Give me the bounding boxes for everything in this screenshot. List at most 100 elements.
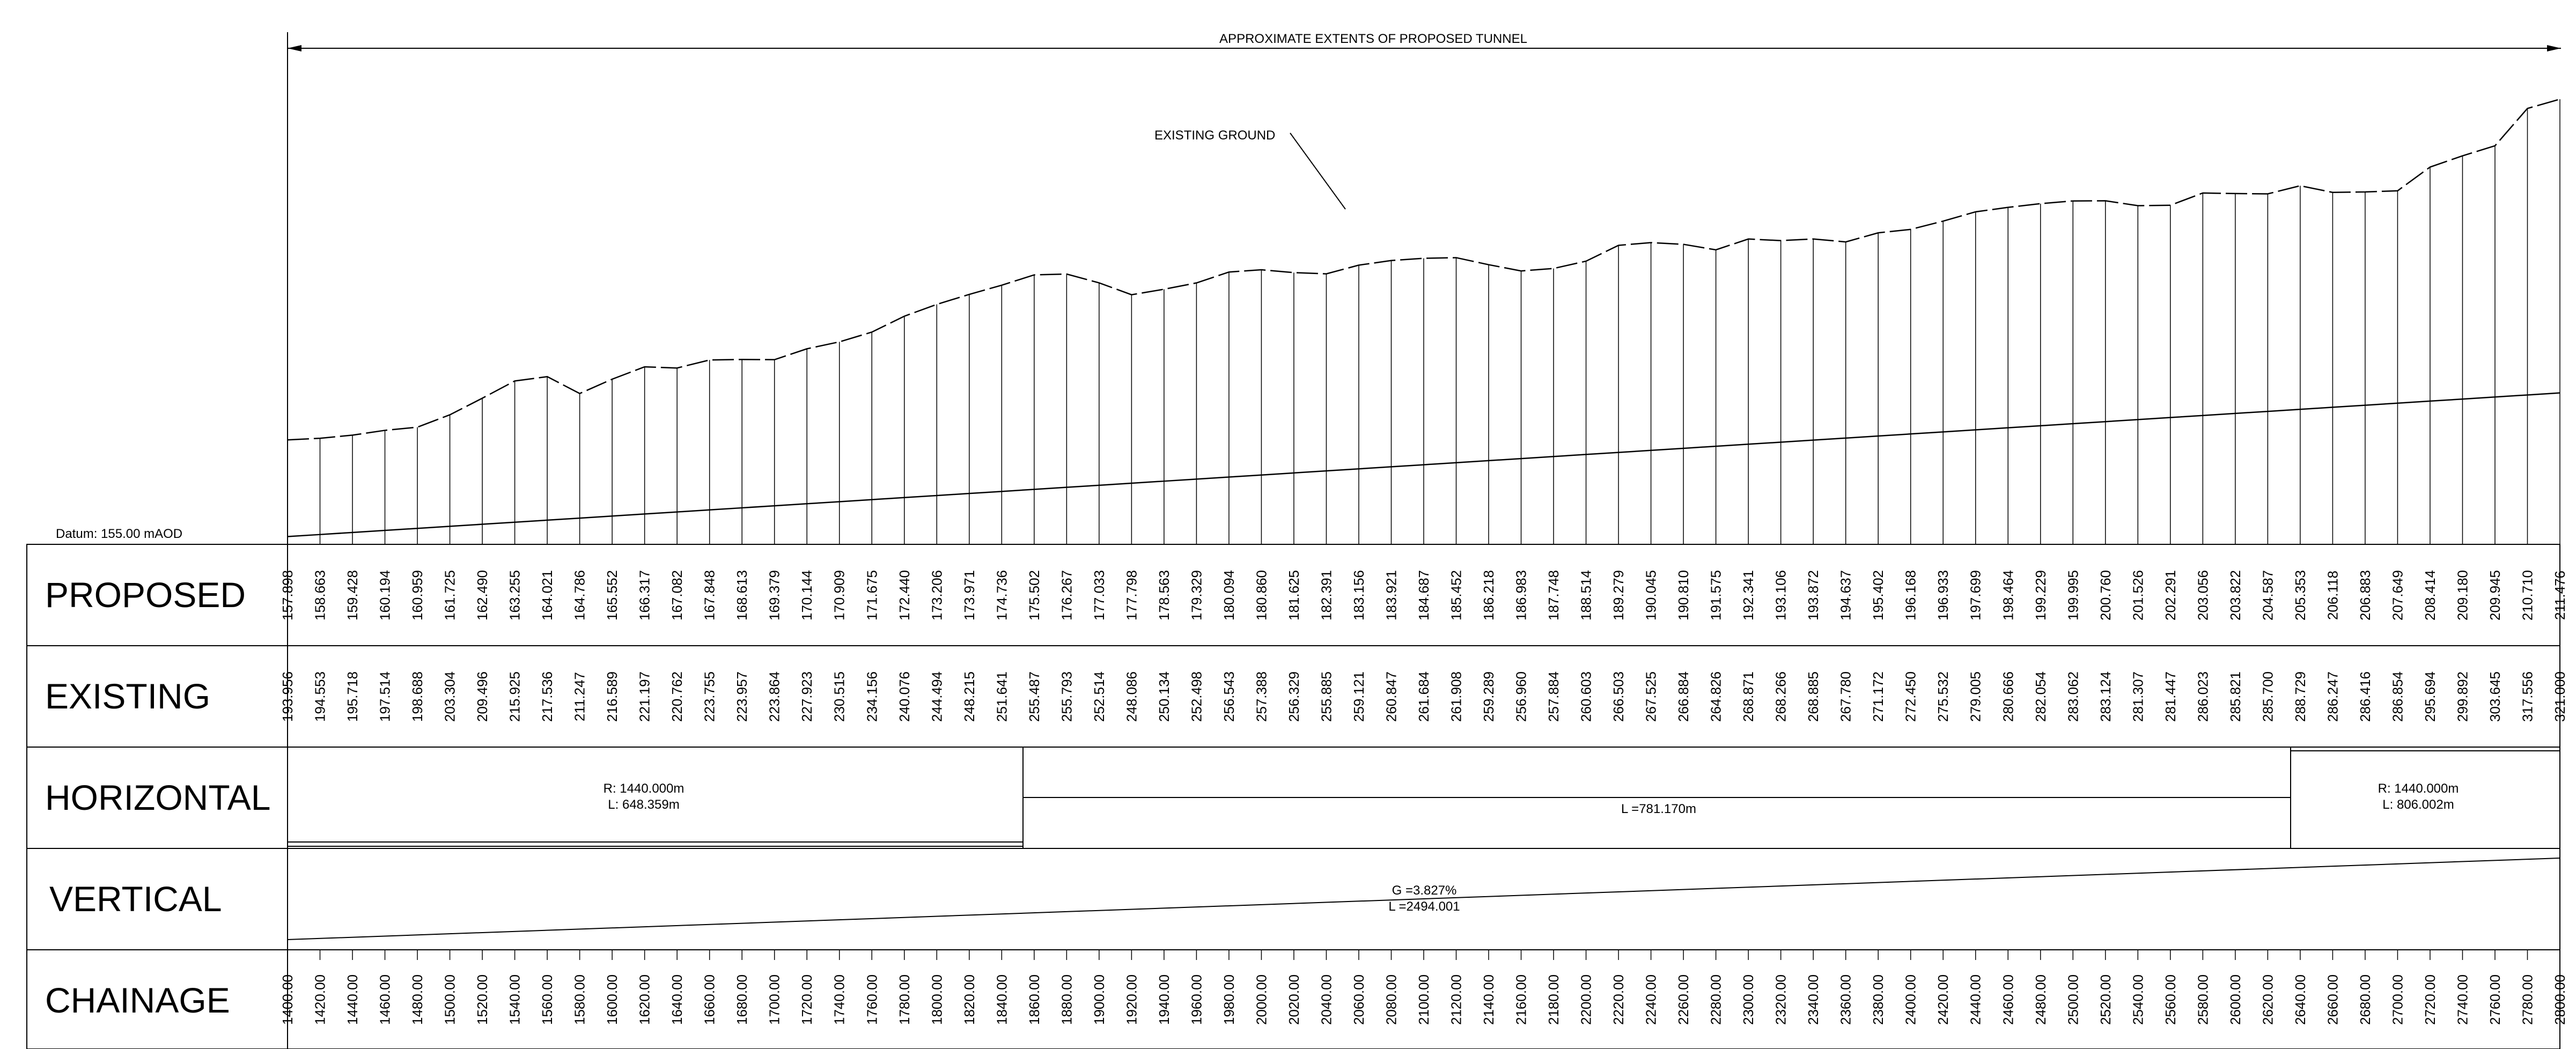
proposed-level-label: 207.649 [2389, 570, 2405, 620]
proposed-level-label: 163.255 [507, 570, 523, 620]
h-seg1-length: L: 648.359m [608, 797, 679, 812]
existing-level-label: 321.000 [2552, 671, 2568, 722]
profile-table: PROPOSED EXISTING HORIZONTAL VERTICAL CH… [26, 544, 2560, 1049]
proposed-level-label: 192.341 [1740, 570, 1756, 620]
proposed-level-label: 164.021 [539, 570, 555, 620]
proposed-level-label: 189.279 [1610, 570, 1626, 620]
chainage-label: 1540.00 [507, 974, 523, 1025]
proposed-level-label: 179.329 [1188, 570, 1204, 620]
existing-level-label: 286.416 [2357, 671, 2373, 722]
chainage-label: 2720.00 [2422, 974, 2438, 1025]
proposed-level-label: 190.810 [1675, 570, 1691, 620]
existing-level-label: 295.694 [2422, 671, 2438, 722]
proposed-level-label: 184.687 [1416, 570, 1432, 620]
existing-level-label: 194.553 [312, 671, 328, 722]
existing-level-label: 240.076 [896, 671, 912, 722]
existing-level-label: 260.847 [1383, 671, 1399, 722]
chainage-label: 2000.00 [1253, 974, 1269, 1025]
existing-level-label: 272.450 [1903, 671, 1919, 722]
existing-level-label: 255.793 [1058, 671, 1074, 722]
existing-level-label: 221.197 [637, 671, 653, 722]
chainage-label: 2300.00 [1740, 974, 1756, 1025]
existing-level-label: 281.307 [2130, 671, 2146, 722]
proposed-level-label: 160.959 [409, 570, 425, 620]
proposed-level-label: 206.883 [2357, 570, 2373, 620]
existing-level-label: 209.496 [474, 671, 490, 722]
chainage-label: 1820.00 [961, 974, 977, 1025]
existing-level-label: 227.923 [799, 671, 815, 722]
existing-level-label: 252.514 [1091, 671, 1107, 722]
existing-level-label: 281.447 [2162, 671, 2178, 722]
existing-level-label: 283.124 [2097, 671, 2114, 722]
existing-level-label: 216.589 [604, 671, 620, 722]
chainage-label: 2740.00 [2454, 974, 2470, 1025]
horizontal-alignment: R: 1440.000m L: 648.359m L =781.170m R: … [288, 747, 2560, 848]
proposed-level-label: 204.587 [2259, 570, 2276, 620]
proposed-level-label: 160.194 [377, 570, 393, 620]
existing-level-label: 282.054 [2033, 671, 2049, 722]
existing-level-label: 267.525 [1643, 671, 1659, 722]
proposed-level-label: 171.675 [864, 570, 880, 620]
proposed-level-label: 203.822 [2227, 570, 2243, 620]
chainage-label: 2180.00 [1545, 974, 1562, 1025]
chainage-label: 1560.00 [539, 974, 555, 1025]
chainage-label: 2160.00 [1513, 974, 1529, 1025]
chainage-label: 1500.00 [442, 974, 458, 1025]
chainage-label: 1780.00 [896, 974, 912, 1025]
existing-level-label: 285.821 [2227, 671, 2243, 722]
datum-label: Datum: 155.00 mAOD [56, 527, 182, 541]
chainage-label: 1860.00 [1026, 974, 1042, 1025]
existing-level-label: 256.329 [1286, 671, 1302, 722]
chainage-label: 1440.00 [344, 974, 360, 1025]
chainage-label: 1740.00 [831, 974, 848, 1025]
existing-level-label: 195.718 [344, 671, 360, 722]
existing-level-label: 283.062 [2065, 671, 2081, 722]
proposed-level-label: 176.267 [1058, 570, 1074, 620]
proposed-level-label: 211.476 [2552, 571, 2568, 620]
existing-level-label: 255.487 [1026, 671, 1042, 722]
proposed-level-label: 167.848 [702, 570, 718, 620]
proposed-level-label: 186.218 [1481, 570, 1497, 620]
proposed-level-label: 205.353 [2292, 570, 2308, 620]
proposed-level-label: 173.971 [961, 570, 977, 620]
chainage-label: 1620.00 [637, 974, 653, 1025]
existing-level-label: 197.514 [377, 671, 393, 722]
chainage-label: 1520.00 [474, 974, 490, 1025]
proposed-level-label: 158.663 [312, 570, 328, 620]
proposed-level-label: 210.710 [2519, 570, 2535, 620]
chainage-label: 2060.00 [1351, 974, 1367, 1025]
existing-level-label: 261.908 [1448, 671, 1464, 722]
existing-level-label: 286.023 [2195, 671, 2211, 722]
existing-level-label: 250.134 [1156, 671, 1172, 722]
vertical-alignment: G =3.827% L =2494.001 [287, 858, 2560, 940]
chainage-label: 1600.00 [604, 974, 620, 1025]
existing-level-label: 280.666 [2000, 671, 2016, 722]
proposed-level-label: 209.945 [2487, 570, 2503, 620]
proposed-level-label: 206.118 [2324, 571, 2341, 620]
chainage-label: 2540.00 [2130, 974, 2146, 1025]
proposed-level-label: 164.786 [572, 570, 588, 620]
chainage-label: 1400.00 [279, 974, 296, 1025]
existing-level-label: 264.826 [1708, 671, 1724, 722]
station-lines [287, 99, 2560, 544]
chainage-label: 1940.00 [1156, 974, 1172, 1025]
existing-level-label: 203.304 [442, 671, 458, 722]
chainage-label: 1960.00 [1188, 974, 1204, 1025]
proposed-level-label: 202.291 [2162, 570, 2178, 620]
proposed-level-label: 162.490 [474, 570, 490, 620]
chainage-label: 2120.00 [1448, 974, 1464, 1025]
existing-level-label: 260.603 [1578, 671, 1594, 722]
chainage-label: 2360.00 [1838, 974, 1854, 1025]
chainage-label: 2500.00 [2065, 974, 2081, 1025]
existing-level-label: 257.884 [1545, 671, 1562, 722]
proposed-level-label: 191.575 [1708, 570, 1724, 620]
proposed-level-label: 169.379 [767, 570, 783, 620]
proposed-level-label: 180.860 [1253, 570, 1269, 620]
existing-level-label: 286.247 [2324, 671, 2341, 722]
chainage-label: 2020.00 [1286, 974, 1302, 1025]
proposed-level-label: 175.502 [1026, 570, 1042, 620]
existing-level-label: 215.925 [507, 671, 523, 722]
proposed-level-label: 170.144 [799, 570, 815, 620]
row-label-horizontal: HORIZONTAL [45, 778, 270, 817]
chainage-label: 2260.00 [1675, 974, 1691, 1025]
